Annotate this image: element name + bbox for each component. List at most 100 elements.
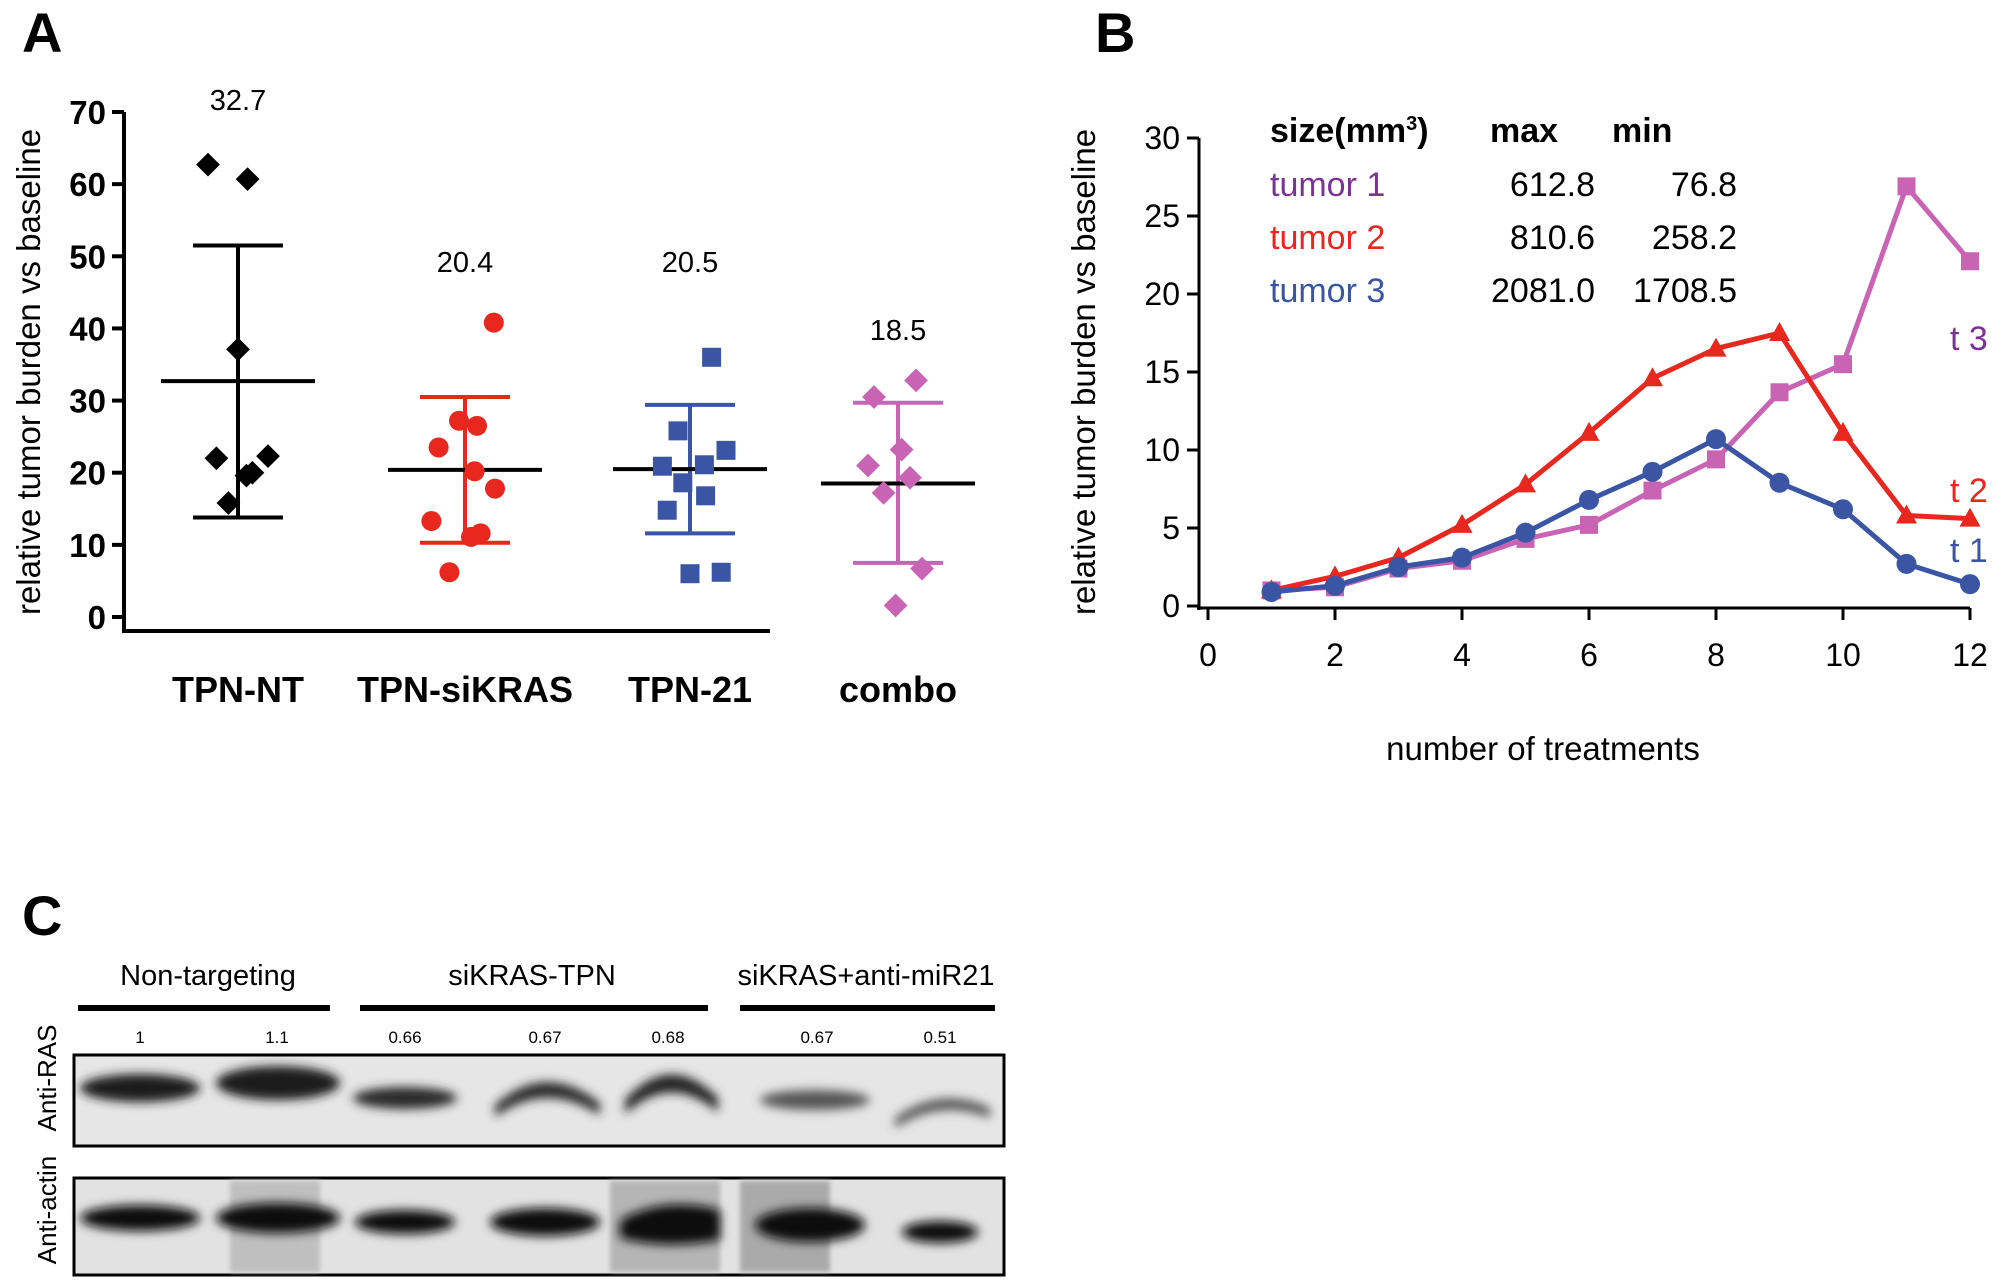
panel-a-category-label: TPN-siKRAS [357,669,573,710]
data-point [910,556,934,581]
series-point [1769,472,1790,493]
panel-b-x-tick-label: 2 [1326,637,1344,673]
panel-a-category-label: TPN-21 [628,669,752,710]
data-point [668,421,688,441]
data-point [467,415,487,436]
data-point [235,167,260,191]
size-table-row-max: 2081.0 [1491,272,1595,310]
panel-b-x-tick-label: 8 [1707,637,1725,673]
data-point [464,461,485,482]
blot-value-5: 0.68 [651,1028,684,1047]
size-table-row-min: 258.2 [1652,219,1737,257]
panel-a-group-TPN-siKRAS: 20.4 [388,247,542,583]
data-point [862,385,886,409]
mean-value-label: 20.5 [662,247,718,279]
panel-b-chart: 0 5 10 15 20 25 30 0 2 4 6 8 10 12 relative tumor bu… [1065,112,1988,767]
series-point [1578,421,1600,441]
series-point [1642,367,1663,387]
data-point [439,562,460,583]
data-point [652,456,672,476]
panel-c-letter: C [22,884,62,947]
panel-b-y-tick-label: 25 [1144,198,1180,234]
panel-a-group-TPN-NT: 32.7 [161,85,315,520]
series-point [1833,499,1853,520]
series-point [1515,522,1536,543]
blot-strip-anti-ras [72,1053,1006,1148]
data-point [196,152,220,177]
panel-b-letter: B [1095,1,1135,64]
size-table-row-name: tumor 3 [1270,272,1385,310]
mean-value-label: 20.4 [437,247,493,279]
panel-b-x-tick-label: 10 [1825,637,1861,673]
data-point [485,478,505,499]
data-point [483,312,504,333]
series-point [1961,252,1979,271]
size-table-row-min: 76.8 [1671,166,1737,204]
panel-a-y-tick-label: 60 [69,166,106,203]
series-point [1834,355,1852,374]
panel-a-category-label: combo [839,669,957,710]
panel-a-letter: A [22,1,62,64]
series-point [1515,473,1536,493]
size-table-row-name: tumor 2 [1270,219,1385,257]
panel-a-chart: relative tumor burden vs baseline 0 10 20 3… [10,85,975,710]
size-table-header: size(mm3) [1270,112,1429,150]
series-point [1325,575,1345,596]
data-point [226,337,250,362]
data-point [889,437,914,462]
size-table-col-max: max [1490,112,1558,150]
data-point [898,465,922,490]
blot-group-sikras-antimir21: siKRAS+anti-miR21 [737,960,994,992]
series-point [1959,507,1981,527]
data-point [904,368,928,393]
series-point [1896,504,1917,524]
series-label-t3: t 3 [1950,320,1988,358]
data-point [216,491,241,515]
blot-value-4: 0.67 [528,1028,561,1047]
panel-a-y-label: relative tumor burden vs baseline [10,129,47,615]
panel-a-category-label: TPN-NT [172,669,304,710]
data-point [711,562,731,582]
data-point [680,564,700,584]
data-point [256,444,280,468]
series-label-t1: t 1 [1950,532,1988,570]
blot-value-2: 1.1 [265,1028,289,1047]
panel-b-y-tick-label: 20 [1144,276,1180,312]
series-point [1896,553,1917,574]
series-point [1643,481,1662,500]
panel-b-y-tick-label: 0 [1162,588,1180,624]
size-table-row-min: 1708.5 [1633,272,1737,310]
series-point [1897,177,1916,196]
series-point [1580,515,1598,534]
data-point [694,455,714,475]
panel-b-y-tick-label: 30 [1144,120,1180,156]
panel-a-y-tick-label: 50 [69,238,106,275]
size-table-col-min: min [1612,112,1672,150]
series-line [1270,330,1971,593]
panel-a-y-tick-label: 20 [69,455,106,492]
panel-b-series-2 [1261,322,1981,599]
series-point [1707,450,1725,469]
panel-b-y-tick-label: 10 [1144,432,1180,468]
mean-value-label: 32.7 [210,85,266,117]
size-table: size(mm3) max min tumor 1 612.8 76.8 tumor … [1270,112,1737,310]
mean-value-label: 18.5 [870,315,926,347]
data-point [449,410,469,431]
blot-value-7: 0.51 [923,1028,956,1047]
series-point [1960,574,1980,595]
panel-b-y-tick-label: 5 [1162,510,1180,546]
blot-value-1: 1 [135,1028,144,1047]
data-point [696,486,716,506]
panel-a-y-tick-label: 30 [69,383,106,420]
series-point [1706,429,1726,450]
panel-b-series-3 [1261,429,1980,602]
series-point [1705,337,1727,357]
panel-c-blot: Non-targeting siKRAS-TPN siKRAS+anti-miR… [32,960,1006,1277]
data-point [204,446,229,471]
blot-value-6: 0.67 [800,1028,833,1047]
series-point [1579,489,1599,510]
panel-b-x-tick-label: 0 [1199,637,1217,673]
blot-strip-anti-actin [72,1176,1006,1277]
size-table-row-max: 612.8 [1510,166,1595,204]
series-point [1642,461,1663,482]
